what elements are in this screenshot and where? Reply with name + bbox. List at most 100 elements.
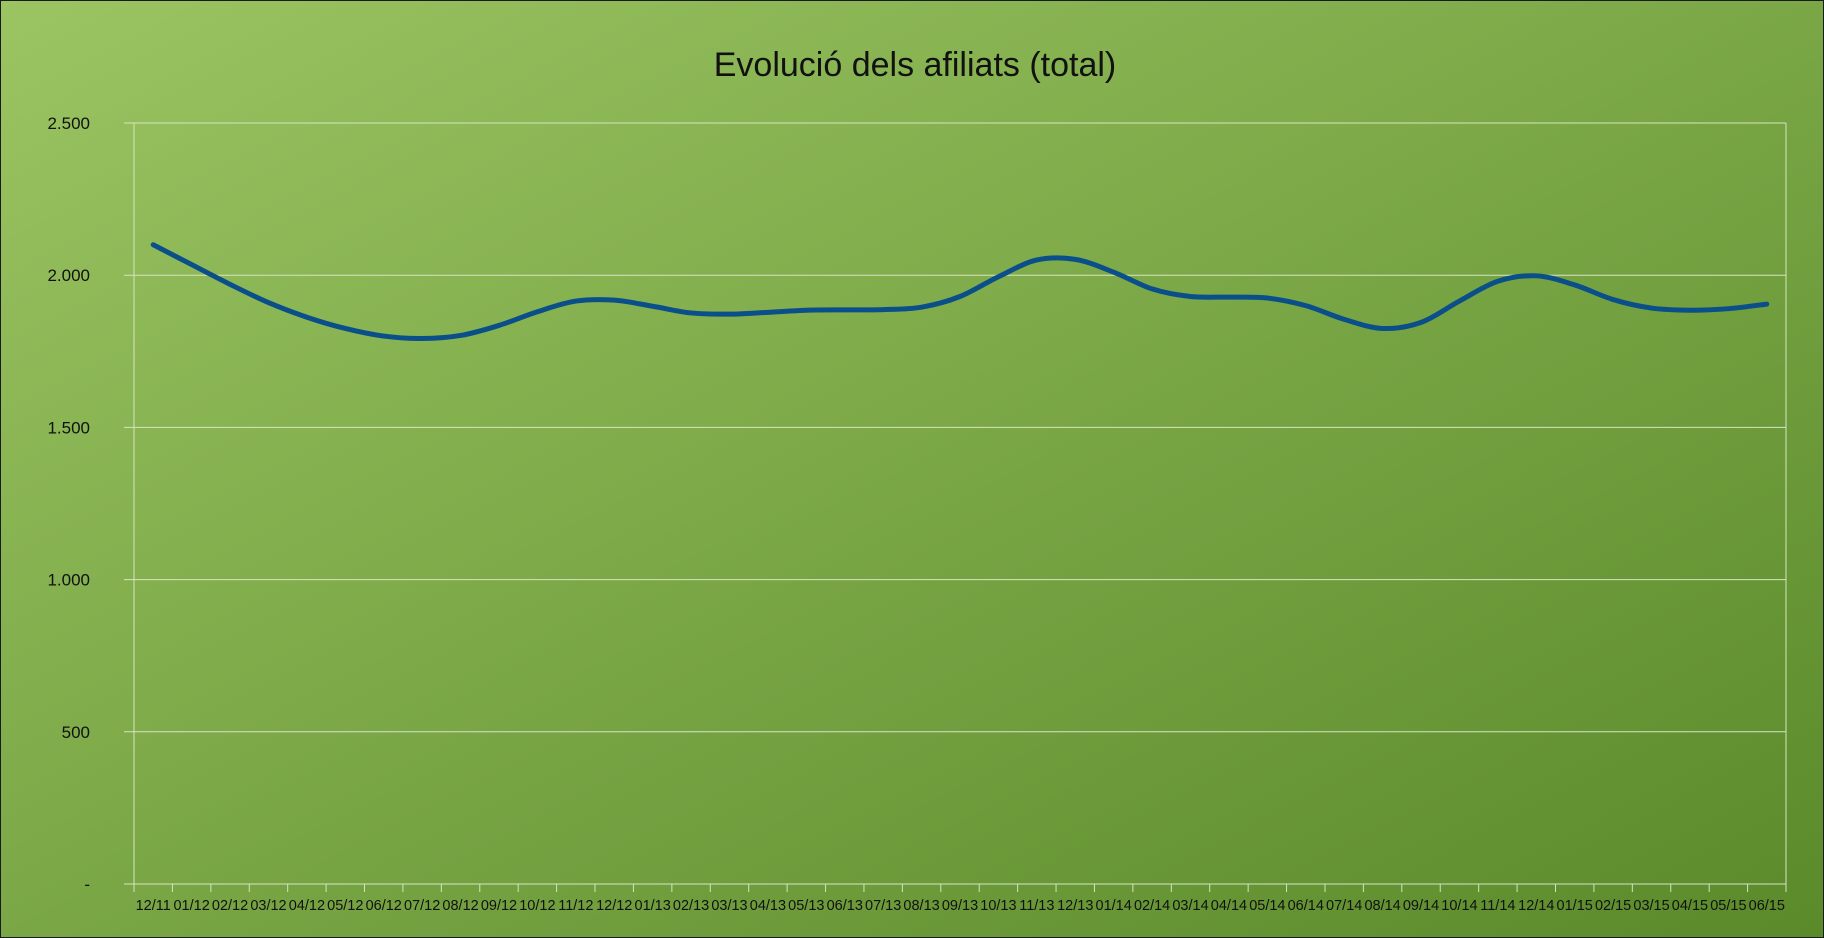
data-point (689, 310, 694, 315)
data-point (573, 299, 578, 304)
x-tick-label: 08/13 (903, 898, 939, 914)
x-tick-label: 05/12 (327, 898, 363, 914)
data-point (1150, 286, 1155, 291)
data-point (304, 315, 309, 320)
x-tick-label: 09/13 (942, 898, 978, 914)
x-tick-label: 10/13 (980, 898, 1016, 914)
x-tick-label: 11/13 (1019, 898, 1054, 914)
x-tick-label: 12/14 (1518, 898, 1554, 914)
x-tick-label: 07/14 (1326, 898, 1362, 914)
data-point (266, 300, 271, 305)
y-tick-label: 2.500 (47, 114, 90, 133)
data-point (1342, 317, 1347, 322)
data-point (228, 282, 233, 287)
data-point (1111, 270, 1116, 275)
data-point (1726, 306, 1731, 311)
data-point (381, 334, 386, 339)
x-tick-label: 08/12 (442, 898, 478, 914)
x-tick-label: 04/12 (289, 898, 325, 914)
x-tick-label: 03/14 (1172, 898, 1208, 914)
data-point (1495, 279, 1500, 284)
x-tick-label: 06/15 (1749, 898, 1785, 914)
data-point (1073, 257, 1078, 262)
x-tick-label: 01/13 (635, 898, 671, 914)
data-point (842, 307, 847, 312)
data-point (919, 305, 924, 310)
series-line-0 (150, 242, 1770, 342)
data-point (765, 310, 770, 315)
x-tick-label: 10/12 (519, 898, 555, 914)
data-point (1380, 326, 1385, 331)
series-layer (150, 242, 1770, 342)
x-tick-label: 04/13 (750, 898, 786, 914)
data-point (151, 242, 156, 247)
y-tick-label: 1.000 (47, 571, 90, 590)
x-tick-label: 05/14 (1249, 898, 1285, 914)
x-tick-label: 01/14 (1096, 898, 1132, 914)
y-tick-label: 1.500 (47, 418, 90, 437)
data-point (996, 274, 1001, 279)
x-tick-label: 02/13 (673, 898, 709, 914)
x-tick-label: 05/13 (788, 898, 824, 914)
x-tick-label: 12/12 (596, 898, 632, 914)
data-point (458, 333, 463, 338)
data-point (1188, 294, 1193, 299)
x-tick-label: 06/13 (827, 898, 863, 914)
chart-title: Evolució dels afiliats (total) (714, 46, 1117, 84)
x-tick-label: 12/13 (1057, 898, 1093, 914)
x-tick-label: 08/14 (1364, 898, 1400, 914)
x-tick-label: 11/12 (558, 898, 593, 914)
x-tick-label: 03/13 (711, 898, 747, 914)
x-tick-label: 07/12 (404, 898, 440, 914)
data-point (650, 304, 655, 309)
data-point (1226, 295, 1231, 300)
data-point (881, 307, 886, 312)
data-point (1265, 296, 1270, 301)
x-tick-label: 03/12 (250, 898, 286, 914)
y-tick-label: 500 (62, 723, 90, 742)
data-point (1457, 299, 1462, 304)
x-tick-label: 01/12 (173, 898, 209, 914)
x-tick-label: 04/14 (1211, 898, 1247, 914)
x-tick-label: 03/15 (1633, 898, 1669, 914)
x-tick-label: 10/14 (1441, 898, 1477, 914)
x-tick-label: 05/15 (1710, 898, 1746, 914)
x-tick-label: 02/12 (212, 898, 248, 914)
x-tick-label: 07/13 (865, 898, 901, 914)
x-tick-label: 06/14 (1288, 898, 1324, 914)
data-point (1303, 303, 1308, 308)
data-point (189, 262, 194, 267)
data-point (1687, 308, 1692, 313)
data-point (1611, 297, 1616, 302)
gridlines (124, 122, 1786, 885)
data-point (1419, 320, 1424, 325)
data-point (1534, 273, 1539, 278)
x-tick-label: 02/14 (1134, 898, 1170, 914)
x-tick-label: 04/15 (1672, 898, 1708, 914)
data-point (420, 336, 425, 341)
y-tick-label: 2.000 (47, 266, 90, 285)
x-tick-label: 01/15 (1557, 898, 1593, 914)
data-point (1572, 282, 1577, 287)
x-tick-label: 02/15 (1595, 898, 1631, 914)
x-tick-label: 12/11 (136, 898, 171, 914)
data-point (1034, 257, 1039, 262)
x-tick-label: 09/12 (481, 898, 517, 914)
data-point (1649, 306, 1654, 311)
y-tick-label: - (84, 875, 90, 894)
x-tick-label: 06/12 (366, 898, 402, 914)
data-point (612, 298, 617, 303)
x-tick-label: 11/14 (1480, 898, 1515, 914)
data-point (496, 323, 501, 328)
data-point (1764, 302, 1769, 307)
x-tick-label: 09/14 (1403, 898, 1439, 914)
data-point (727, 312, 732, 317)
data-point (958, 294, 963, 299)
data-point (535, 309, 540, 314)
data-point (804, 308, 809, 313)
data-point (343, 326, 348, 331)
